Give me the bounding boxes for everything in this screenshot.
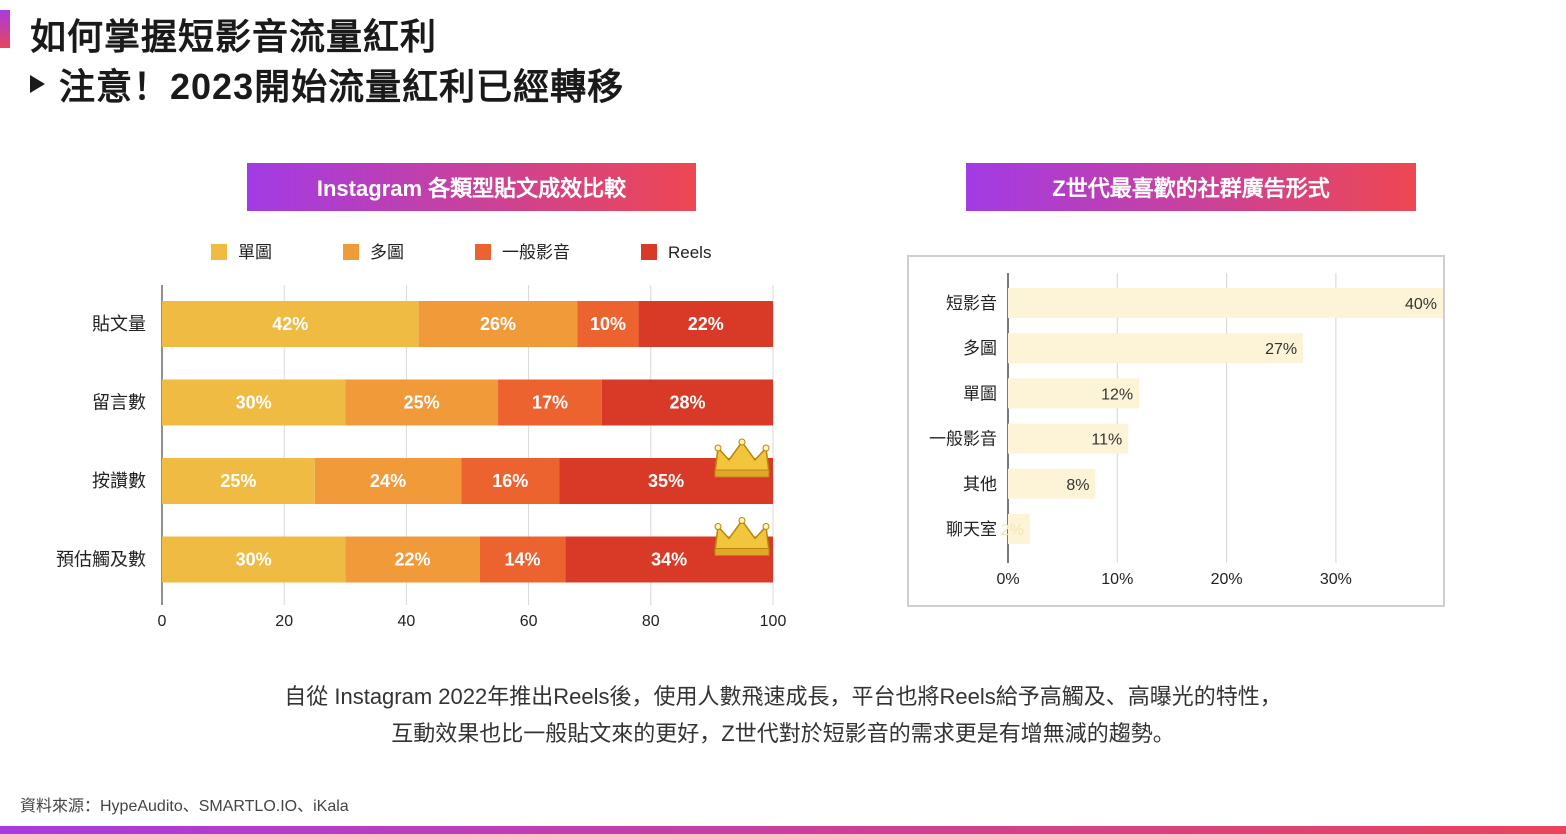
chart2-title: Z世代最喜歡的社群廣告形式: [966, 163, 1416, 211]
data-label: 42%: [272, 314, 308, 334]
bar-segment: [638, 301, 773, 347]
bar-segment: [162, 379, 346, 426]
legend-label: 單圖: [238, 243, 272, 262]
category-label: 留言數: [92, 393, 146, 413]
bar-segment: [418, 301, 578, 347]
bar: [1008, 288, 1443, 318]
category-label: 多圖: [963, 339, 997, 358]
legend-label: 多圖: [370, 243, 404, 262]
data-label: 28%: [669, 393, 705, 413]
description-line-2: 互動效果也比一般貼文來的更好，Z世代對於短影音的需求更是有增無減的趨勢。: [391, 721, 1175, 746]
bar-segment: [345, 536, 480, 583]
legend-label: Reels: [668, 243, 711, 262]
data-label: 11%: [1091, 432, 1122, 449]
chart1-plot: 0 20 40 60 80 100 單圖 多圖 一般影音 Reels 貼文量 42% 26% 10% 22%…: [56, 243, 786, 630]
bar-segment: [345, 379, 499, 426]
data-label: 10%: [590, 314, 626, 334]
data-label: 40%: [1405, 296, 1437, 313]
category-label: 短影音: [946, 294, 997, 313]
data-label: 14%: [504, 550, 540, 570]
data-label: 22%: [688, 314, 724, 334]
chart1-title: Instagram 各類型貼文成效比較: [247, 163, 696, 211]
play-triangle-icon: [30, 75, 45, 93]
bar-segment: [601, 379, 773, 426]
x-tick-label: 30%: [1320, 571, 1352, 588]
data-label: 25%: [220, 471, 256, 491]
data-label: 35%: [648, 471, 684, 491]
title-accent-bar: [0, 10, 10, 48]
bar: [1008, 514, 1030, 544]
page-title: 如何掌握短影音流量紅利: [30, 16, 438, 57]
category-label: 其他: [963, 475, 997, 494]
data-label: 24%: [370, 471, 406, 491]
data-label: 26%: [480, 314, 516, 334]
bar-segment: [162, 301, 419, 347]
x-tick-label: 0%: [996, 571, 1019, 588]
category-label: 一般影音: [929, 430, 997, 449]
x-tick-label: 20%: [1211, 571, 1243, 588]
instagram-stacked-bar-chart: 0 20 40 60 80 100 單圖 多圖 一般影音 Reels 貼文量 42% 26% 10% 22%…: [56, 243, 786, 630]
legend-label: 一般影音: [502, 243, 570, 262]
bar-segment: [162, 458, 315, 504]
data-label: 2%: [1001, 522, 1024, 539]
legend-swatch: [641, 244, 657, 260]
data-label: 27%: [1265, 341, 1297, 358]
bottom-accent-bar: [0, 826, 1566, 834]
data-label: 25%: [404, 393, 440, 413]
x-tick-label: 0: [158, 613, 167, 630]
data-label: 30%: [236, 550, 272, 570]
bar-segment: [498, 379, 602, 426]
category-label: 按讚數: [92, 471, 146, 491]
data-label: 30%: [236, 393, 272, 413]
x-tick-label: 100: [760, 613, 787, 630]
source-note: 資料來源：HypeAudito、SMARTLO.IO、iKala: [20, 798, 349, 815]
page-subtitle: 注意！2023開始流量紅利已經轉移: [30, 58, 624, 110]
description: 自從 Instagram 2022年推出Reels後，使用人數飛速成長，平台也將…: [0, 678, 1566, 752]
bar: [1008, 378, 1140, 409]
legend-swatch: [211, 244, 227, 260]
legend-swatch: [475, 244, 491, 260]
bar: [1008, 333, 1304, 364]
category-label: 貼文量: [92, 314, 146, 334]
x-tick-label: 10%: [1101, 571, 1133, 588]
x-tick-label: 80: [642, 613, 660, 630]
category-label: 聊天室: [946, 520, 997, 539]
bar-segment: [162, 536, 346, 583]
bar: [1008, 468, 1096, 499]
x-tick-label: 40: [398, 613, 416, 630]
x-tick-label: 60: [520, 613, 538, 630]
bar-segment: [314, 458, 462, 504]
data-label: 17%: [532, 393, 568, 413]
x-tick-label: 20: [275, 613, 293, 630]
chart2-plot: 0% 10% 20% 30% 短影音 40% 多圖 27% 單圖 12% 一般影音 11% 其他 8% 聊天…: [907, 255, 1445, 607]
bar: [1008, 423, 1129, 454]
bar-segment: [577, 301, 639, 347]
category-label: 單圖: [963, 384, 997, 403]
genz-ad-format-bar-chart: 0% 10% 20% 30% 短影音 40% 多圖 27% 單圖 12% 一般影音 11% 其他 8% 聊天…: [907, 255, 1445, 607]
bar-segment: [479, 536, 566, 583]
data-label: 22%: [394, 550, 430, 570]
subtitle-text: 注意！2023開始流量紅利已經轉移: [59, 66, 625, 107]
data-label: 34%: [651, 550, 687, 570]
category-label: 預估觸及數: [56, 550, 146, 570]
bar-segment: [461, 458, 560, 504]
crown-icon: [714, 438, 770, 478]
legend-swatch: [343, 244, 359, 260]
data-label: 16%: [492, 471, 528, 491]
data-label: 12%: [1101, 386, 1133, 403]
description-line-1: 自從 Instagram 2022年推出Reels後，使用人數飛速成長，平台也將…: [284, 684, 1282, 709]
crown-icon: [714, 517, 770, 556]
data-label: 8%: [1066, 477, 1089, 494]
